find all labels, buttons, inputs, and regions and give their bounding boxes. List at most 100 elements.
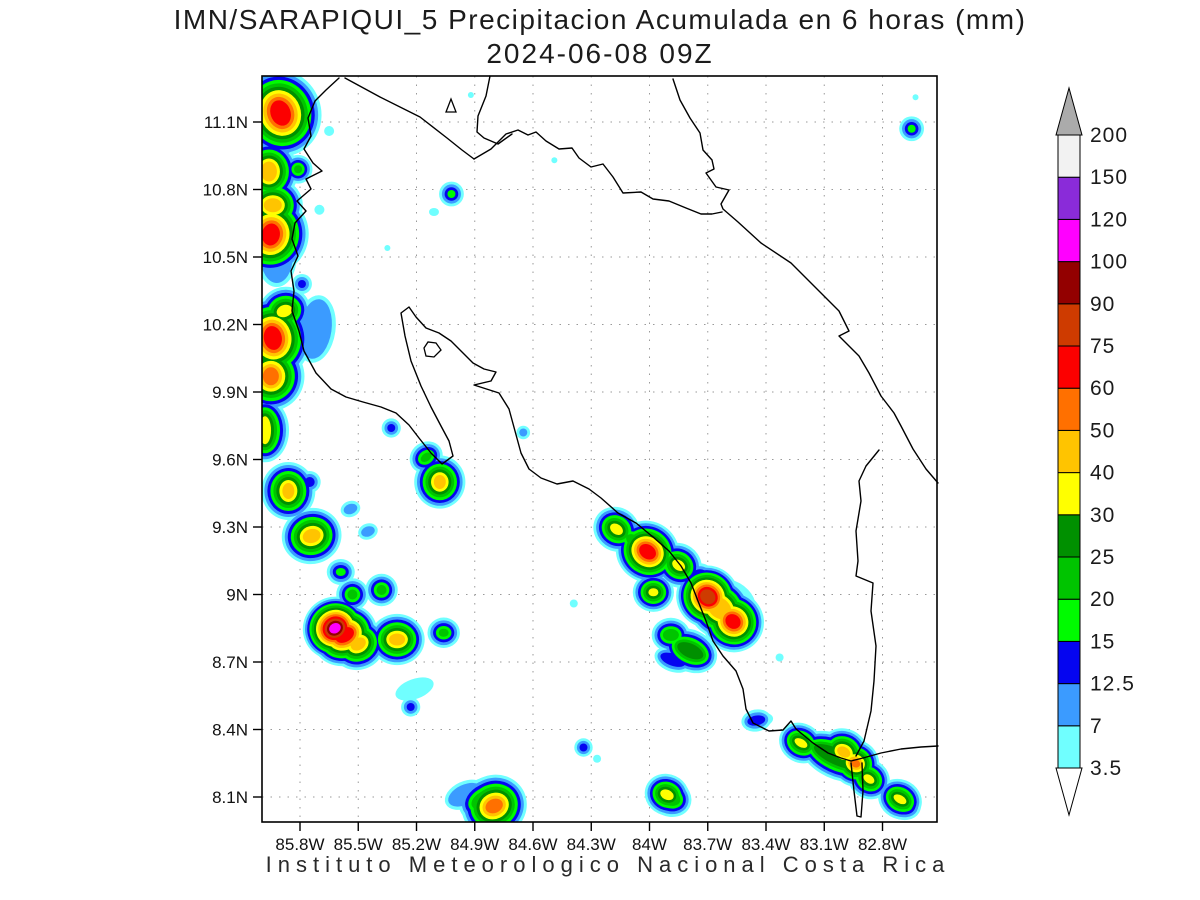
precip-contour — [639, 544, 656, 560]
precip-contour — [775, 653, 784, 662]
precip-contour — [262, 416, 272, 445]
lon-tick-label: 84.3W — [567, 835, 616, 854]
lat-tick-label: 8.4N — [212, 721, 248, 740]
coastline-path — [850, 745, 939, 762]
precip-contour — [302, 528, 321, 544]
precip-contour — [648, 588, 659, 597]
colorbar-tick-label: 200 — [1090, 124, 1128, 147]
precip-contour — [297, 280, 306, 288]
chart-title: IMN/SARAPIQUI_5 Precipitacion Acumulada … — [173, 4, 1027, 35]
colorbar-tick-label: 40 — [1090, 462, 1115, 485]
precip-contour — [299, 299, 332, 359]
colorbar-tick-label: 12.5 — [1090, 673, 1135, 696]
precip-contour — [282, 483, 295, 499]
lon-tick-label: 84W — [632, 835, 667, 854]
axis-labels: 11.1N 10.8N 10.5N 10.2N 9.9N 9.6N 9.3N 9N 8.7N 8.… — [203, 113, 907, 854]
lat-tick-label: 8.1N — [212, 788, 248, 807]
colorbar-tick-label: 20 — [1090, 588, 1115, 611]
colorbar-tick-label: 90 — [1090, 293, 1115, 316]
precip-contour — [262, 367, 279, 386]
precip-contour — [662, 629, 679, 641]
coastline-path — [290, 77, 852, 762]
colorbar-segment — [1057, 725, 1081, 769]
lon-tick-label: 83.4W — [741, 835, 790, 854]
precip-contour — [863, 774, 875, 784]
colorbar-segment — [1057, 176, 1081, 220]
precip-contour — [387, 424, 396, 432]
coastline-path — [850, 762, 864, 818]
lat-tick-label: 9.9N — [212, 383, 248, 402]
precip-contour — [262, 223, 280, 246]
coastline-path — [473, 129, 723, 215]
colorbar-segment — [1057, 387, 1081, 431]
precip-contour — [406, 703, 415, 711]
precip-contour — [324, 126, 335, 136]
lat-tick-label: 11.1N — [204, 113, 248, 132]
precip-contour — [384, 245, 391, 251]
lon-tick-label: 83.7W — [683, 835, 732, 854]
lat-tick-label: 8.7N — [212, 653, 248, 672]
precip-contour — [329, 622, 341, 634]
title-block: IMN/SARAPIQUI_5 Precipitacion Acumulada … — [0, 4, 1200, 70]
coastline-path — [855, 449, 880, 757]
precip-contour — [350, 637, 366, 651]
precip-contour — [725, 614, 741, 629]
precip-contour — [467, 92, 474, 98]
lon-tick-label: 85.2W — [392, 835, 441, 854]
colorbar-tick-label: 150 — [1090, 166, 1128, 189]
island-outline — [423, 341, 442, 358]
precip-contour — [395, 677, 434, 701]
precip-contour — [579, 743, 588, 752]
coastline-path — [344, 77, 475, 160]
colorbar-segment — [1057, 683, 1081, 727]
precip-contour — [263, 198, 282, 213]
lon-tick-label: 84.6W — [508, 835, 557, 854]
colorbar-segment — [1057, 472, 1081, 516]
precip-contour — [262, 161, 277, 182]
precip-contour — [794, 738, 808, 748]
colorbar-over-arrow — [1055, 86, 1083, 136]
colorbar-tick-label: 7 — [1090, 715, 1103, 738]
footer-attribution: Instituto Meteorologico Nacional Costa R… — [266, 852, 951, 877]
precip-contour — [314, 204, 325, 215]
precip-contour — [912, 94, 919, 101]
precip-contour — [376, 585, 387, 595]
colorbar-segment — [1057, 556, 1081, 600]
colorbar-tick-label: 100 — [1090, 251, 1128, 274]
precip-contour — [304, 477, 315, 487]
coastline-path — [476, 75, 513, 145]
colorbar: 3.5 7 12.5 15 20 25 30 40 50 60 75 90 100 120 150 200 — [1055, 86, 1135, 817]
lat-tick-label: 9.3N — [212, 518, 248, 537]
precip-contour — [361, 526, 375, 537]
precip-contour — [276, 304, 293, 318]
lat-tick-label: 10.2N — [203, 316, 248, 335]
colorbar-segment — [1057, 218, 1081, 263]
precip-contour — [438, 628, 449, 637]
island-outline — [445, 97, 457, 113]
coastline-path — [672, 78, 939, 484]
precip-contour — [335, 568, 346, 576]
precip-contour — [700, 589, 716, 605]
precip-contour — [485, 798, 503, 814]
precip-contour — [294, 165, 303, 174]
colorbar-segment — [1057, 261, 1081, 305]
coastlines — [290, 75, 939, 818]
colorbar-tick-label: 75 — [1090, 335, 1115, 358]
precip-contour — [263, 326, 282, 350]
lon-tick-label: 82.8W — [858, 835, 907, 854]
colorbar-segment — [1057, 134, 1081, 178]
precip-contour — [610, 523, 623, 535]
precipitation-field — [262, 76, 925, 822]
lon-tick-label: 84.9W — [450, 835, 499, 854]
colorbar-tick-label: 30 — [1090, 504, 1115, 527]
lat-tick-label: 10.8N — [203, 181, 248, 200]
precip-contour — [747, 715, 766, 726]
lon-tick-label: 83.1W — [800, 835, 849, 854]
precip-contour — [660, 789, 674, 801]
precip-contour — [677, 642, 704, 660]
colorbar-segment — [1057, 345, 1081, 389]
precip-contour — [420, 452, 432, 463]
colorbar-tick-label: 3.5 — [1090, 757, 1122, 780]
colorbar-tick-label: 50 — [1090, 419, 1115, 442]
colorbar-segment — [1057, 429, 1081, 474]
